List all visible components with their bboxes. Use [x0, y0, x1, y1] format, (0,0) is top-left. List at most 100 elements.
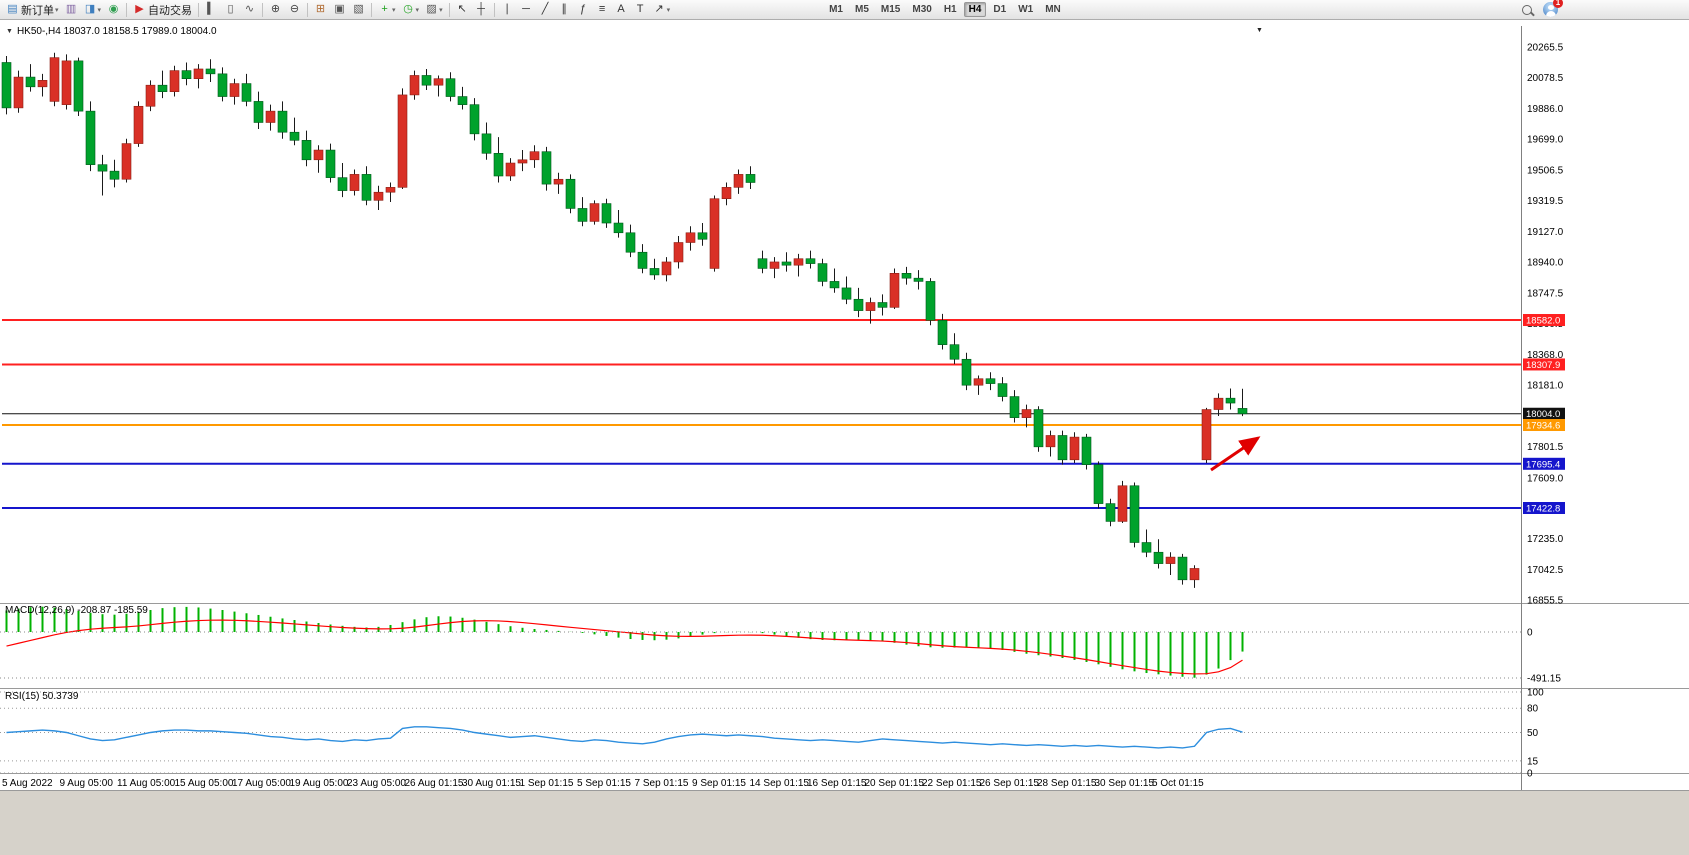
- time-axis-label[interactable]: 26 Aug 01:15: [405, 778, 464, 789]
- search-button[interactable]: [1519, 0, 1535, 19]
- cursor-button[interactable]: ↖: [453, 0, 472, 19]
- candlestick-icon: ▯: [227, 3, 234, 15]
- periods-button[interactable]: ◷ ▾: [399, 0, 423, 19]
- candle-body: [193, 68, 204, 80]
- timeframe-button-m1[interactable]: M1: [829, 4, 843, 15]
- fibonacci-button[interactable]: ƒ: [574, 0, 593, 19]
- candle-body: [313, 149, 324, 161]
- alerts-button[interactable]: ◉: [104, 0, 123, 19]
- candle-body: [181, 70, 192, 80]
- time-axis-label[interactable]: 7 Sep 01:15: [635, 778, 689, 789]
- time-axis-label[interactable]: 22 Sep 01:15: [922, 778, 982, 789]
- arrows-tool-button[interactable]: ↗ ▾: [650, 0, 674, 19]
- timeframe-button-w1[interactable]: W1: [1018, 4, 1034, 15]
- autotrading-button[interactable]: ▶ 自动交易: [130, 0, 195, 19]
- gridlines-button[interactable]: ≡: [593, 0, 612, 19]
- time-axis-label[interactable]: 5 Oct 01:15: [1152, 778, 1204, 789]
- time-axis-label[interactable]: 30 Aug 01:15: [462, 778, 521, 789]
- arrange-windows-button[interactable]: ▧: [349, 0, 368, 19]
- price-tag-label: 17934.6: [1526, 421, 1560, 432]
- time-axis-label[interactable]: 15 Aug 05:00: [175, 778, 234, 789]
- time-axis-label[interactable]: 1 Sep 01:15: [520, 778, 574, 789]
- zoom-out-button[interactable]: ⊖: [285, 0, 304, 19]
- bar-chart-button[interactable]: ▍: [202, 0, 221, 19]
- new-order-button[interactable]: ▤ 新订单 ▾: [3, 0, 62, 19]
- price-axis-label: 19319.5: [1527, 196, 1564, 207]
- channel-button[interactable]: ∥: [555, 0, 574, 19]
- symbol-ohlc-text: HK50-,H4 18037.0 18158.5 17989.0 18004.0: [16, 26, 217, 37]
- candle-body: [505, 162, 516, 177]
- account-button[interactable]: 1: [1543, 0, 1563, 17]
- candle-body: [517, 159, 528, 164]
- crosshair-button[interactable]: ┼: [472, 0, 491, 19]
- dropdown-arrow-icon[interactable]: ▾: [392, 6, 396, 14]
- price-axis-label: 20265.5: [1527, 43, 1564, 54]
- timeframe-button-h4[interactable]: H4: [963, 2, 987, 17]
- time-axis-label[interactable]: 5 Aug 2022: [2, 778, 53, 789]
- time-axis-label[interactable]: 28 Sep 01:15: [1037, 778, 1097, 789]
- price-chart[interactable]: 20265.5 20078.5 19886.0 19699.0 19506.5 19319…: [0, 26, 1689, 790]
- time-axis-label[interactable]: 23 Aug 05:00: [347, 778, 406, 789]
- notification-badge: 1: [1553, 0, 1563, 8]
- dropdown-arrow-icon[interactable]: ▾: [415, 6, 420, 14]
- dropdown-arrow-icon[interactable]: ▾: [439, 6, 443, 14]
- candle-body: [409, 75, 420, 96]
- price-axis-label: 17042.5: [1527, 565, 1564, 576]
- candle-body: [1009, 396, 1020, 418]
- profiles-button[interactable]: ◨ ▾: [81, 0, 105, 19]
- macd-axis-label: -491.15: [1527, 674, 1561, 685]
- vertical-line-button[interactable]: ∣: [498, 0, 517, 19]
- candle-body: [685, 232, 696, 243]
- zoom-in-button[interactable]: ⊕: [266, 0, 285, 19]
- price-tag: [1523, 457, 1565, 470]
- indicators-button[interactable]: + ▾: [375, 0, 399, 19]
- dropdown-arrow-icon[interactable]: ▾: [55, 6, 59, 14]
- chart-menu-icon[interactable]: ▼: [1256, 27, 1263, 34]
- templates-button[interactable]: ▨ ▾: [422, 0, 446, 19]
- candle-body: [865, 302, 876, 311]
- time-axis-label[interactable]: 30 Sep 01:15: [1095, 778, 1155, 789]
- time-axis-label[interactable]: 20 Sep 01:15: [865, 778, 925, 789]
- timeframe-button-m15[interactable]: M15: [880, 4, 901, 15]
- horizontal-line-button[interactable]: ─: [517, 0, 536, 19]
- time-axis-label[interactable]: 19 Aug 05:00: [290, 778, 349, 789]
- rsi-axis-label: 80: [1527, 704, 1539, 715]
- charts-window-button[interactable]: ▥: [62, 0, 81, 19]
- line-chart-button[interactable]: ∿: [240, 0, 259, 19]
- time-axis-label[interactable]: 26 Sep 01:15: [980, 778, 1040, 789]
- time-axis-label[interactable]: 9 Sep 01:15: [692, 778, 746, 789]
- timeframe-button-d1[interactable]: D1: [993, 4, 1007, 15]
- tile-windows-button[interactable]: ⊞: [311, 0, 330, 19]
- cascade-windows-icon: ▣: [334, 3, 345, 15]
- candle-body: [217, 73, 228, 97]
- time-axis-label[interactable]: 14 Sep 01:15: [750, 778, 810, 789]
- time-axis-label[interactable]: 16 Sep 01:15: [807, 778, 867, 789]
- trendline-button[interactable]: ╱: [536, 0, 555, 19]
- time-axis-label[interactable]: 5 Sep 01:15: [577, 778, 631, 789]
- candlestick-button[interactable]: ▯: [221, 0, 240, 19]
- candle-body: [793, 258, 804, 266]
- rsi-axis-label: 100: [1527, 688, 1544, 699]
- time-axis-label[interactable]: 17 Aug 05:00: [232, 778, 291, 789]
- fibonacci-icon: ƒ: [580, 3, 587, 15]
- price-axis-label: 17235.0: [1527, 534, 1564, 545]
- text-label-button[interactable]: T: [631, 0, 650, 19]
- dropdown-arrow-icon[interactable]: ▾: [666, 6, 671, 14]
- text-button[interactable]: A: [612, 0, 631, 19]
- timeframe-button-m30[interactable]: M30: [912, 4, 932, 15]
- timeframe-button-mn[interactable]: MN: [1045, 4, 1061, 15]
- time-axis-label[interactable]: 9 Aug 05:00: [60, 778, 114, 789]
- price-tag: [1523, 419, 1565, 432]
- candle-body: [1237, 408, 1248, 415]
- timeframe-button-h1[interactable]: H1: [943, 4, 957, 15]
- candle-body: [757, 258, 768, 269]
- cascade-windows-button[interactable]: ▣: [330, 0, 349, 19]
- timeframe-button-m5[interactable]: M5: [855, 4, 869, 15]
- chart-expand-icon[interactable]: ▼: [6, 28, 13, 35]
- status-strip: [0, 790, 1689, 855]
- dropdown-arrow-icon[interactable]: ▾: [97, 6, 102, 14]
- annotation-arrow[interactable]: [1210, 436, 1261, 472]
- time-axis-label[interactable]: 11 Aug 05:00: [117, 778, 176, 789]
- toolbar: ▤ 新订单 ▾ ▥ ◨ ▾ ◉ ▶ 自动交易 ▍ ▯ ∿ ⊕ ⊖ ⊞ ▣ ▧ + ▾ ◷ ▾ ▨ ▾ ↖ ┼ ∣ ─ ╱ ∥ ƒ ≡ A T ↗ ▾…: [0, 0, 1689, 20]
- zoom-in-icon: ⊕: [270, 3, 281, 15]
